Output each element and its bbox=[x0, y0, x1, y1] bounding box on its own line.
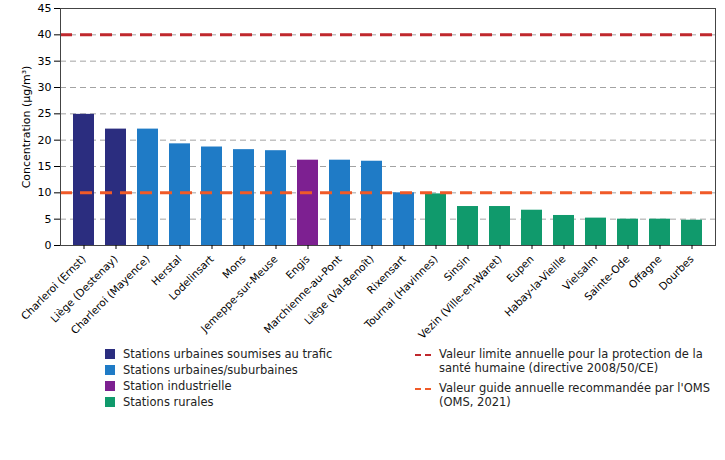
svg-text:Rixensart: Rixensart bbox=[364, 252, 408, 297]
svg-text:Mons: Mons bbox=[220, 253, 248, 281]
svg-text:Vielsalm: Vielsalm bbox=[560, 252, 600, 293]
svg-text:Concentration (µg/m³): Concentration (µg/m³) bbox=[20, 66, 33, 189]
html-text:Stations urbaines/suburbaines: Stations urbaines/suburbaines bbox=[123, 363, 298, 377]
svg-text:Charleroi (Ernst): Charleroi (Ernst) bbox=[18, 252, 88, 322]
svg-text:15: 15 bbox=[38, 160, 52, 173]
svg-text:0: 0 bbox=[45, 239, 52, 252]
svg-text:Liège (Destenay): Liège (Destenay) bbox=[47, 252, 120, 325]
svg-text:Marchienne-au-Pont: Marchienne-au-Pont bbox=[261, 252, 344, 336]
svg-text:30: 30 bbox=[38, 81, 52, 94]
svg-text:Lodelinsart: Lodelinsart bbox=[166, 253, 216, 303]
svg-text:35: 35 bbox=[38, 55, 52, 68]
html-text:Stations rurales: Stations rurales bbox=[123, 395, 214, 409]
svg-text:Offagne: Offagne bbox=[625, 252, 664, 291]
svg-text:45: 45 bbox=[38, 2, 52, 15]
svg-text:Tournai (Havinnes): Tournai (Havinnes) bbox=[361, 252, 440, 331]
svg-text:Jemeppe-sur-Meuse: Jemeppe-sur-Meuse bbox=[198, 252, 280, 335]
svg-text:5: 5 bbox=[45, 213, 52, 226]
svg-text:Charleroi (Mayence): Charleroi (Mayence) bbox=[68, 253, 152, 337]
html-text:Station industrielle: Station industrielle bbox=[123, 379, 232, 393]
svg-text:Habay-la-Vieille: Habay-la-Vieille bbox=[502, 253, 568, 319]
svg-text:40: 40 bbox=[38, 28, 52, 41]
svg-text:Sinsin: Sinsin bbox=[441, 253, 472, 284]
html-text:Stations urbaines soumises au: Stations urbaines soumises au trafic bbox=[123, 347, 333, 361]
svg-text:Eupen: Eupen bbox=[503, 252, 536, 285]
svg-text:Dourbes: Dourbes bbox=[656, 253, 696, 293]
svg-text:Sainte-Ode: Sainte-Ode bbox=[582, 253, 632, 303]
svg-text:25: 25 bbox=[38, 107, 52, 120]
svg-text:20: 20 bbox=[38, 134, 52, 147]
svg-text:Engis: Engis bbox=[283, 253, 312, 282]
html-text:Valeur guide annuelle recomman: Valeur guide annuelle recommandée par l'… bbox=[439, 381, 710, 409]
svg-text:Liège (Val-Benoît): Liège (Val-Benoît) bbox=[302, 253, 376, 327]
svg-text:Vezin (Ville-en-Waret): Vezin (Ville-en-Waret) bbox=[416, 253, 504, 341]
svg-text:Herstal: Herstal bbox=[148, 252, 184, 288]
svg-text:10: 10 bbox=[38, 186, 52, 199]
html-text:Valeur limite annuelle pour la: Valeur limite annuelle pour la protectio… bbox=[439, 347, 703, 375]
